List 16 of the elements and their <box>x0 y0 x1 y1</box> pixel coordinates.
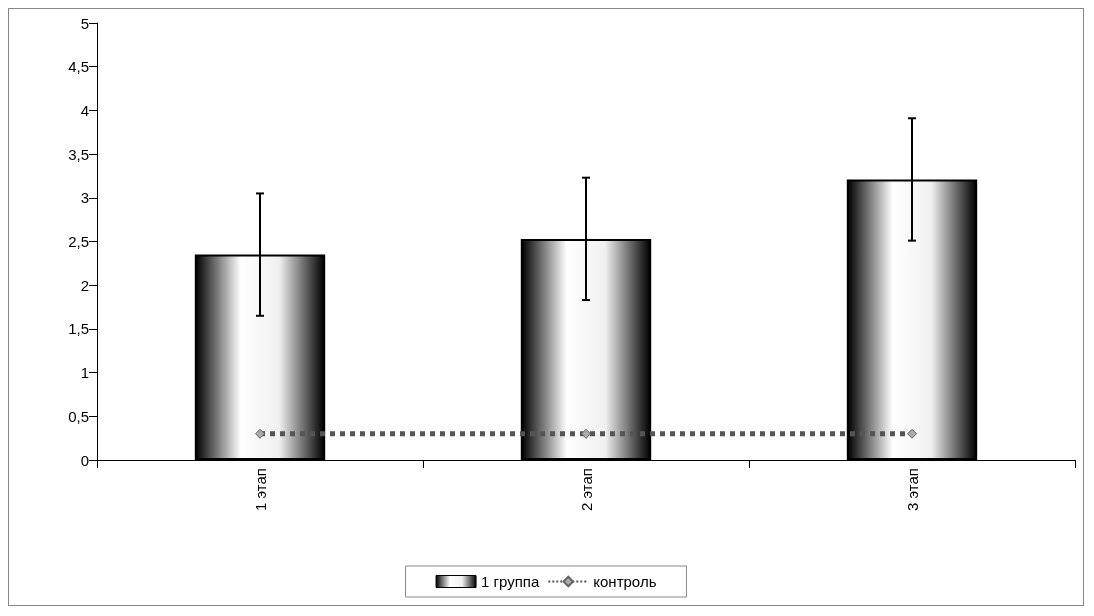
y-tick-label: 1 <box>80 364 89 382</box>
y-tick-label: 3 <box>80 189 89 207</box>
x-tick-label: 1 этап <box>251 468 269 512</box>
y-tick-label: 4,5 <box>68 58 89 76</box>
x-tick-label: 2 этап <box>577 468 595 512</box>
y-tick-label: 3,5 <box>68 145 89 163</box>
y-tick-label: 4 <box>80 101 89 119</box>
y-tick-label: 0,5 <box>68 407 89 425</box>
y-tick-label: 1,5 <box>68 320 89 338</box>
legend-label: контроль <box>593 573 657 590</box>
legend-label: 1 группа <box>481 573 540 590</box>
y-tick-label: 0 <box>80 451 89 469</box>
y-tick-label: 2,5 <box>68 233 89 250</box>
y-tick-label: 2 <box>80 276 89 294</box>
x-tick-label: 3 этап <box>903 468 921 512</box>
y-tick-label: 5 <box>80 14 89 32</box>
